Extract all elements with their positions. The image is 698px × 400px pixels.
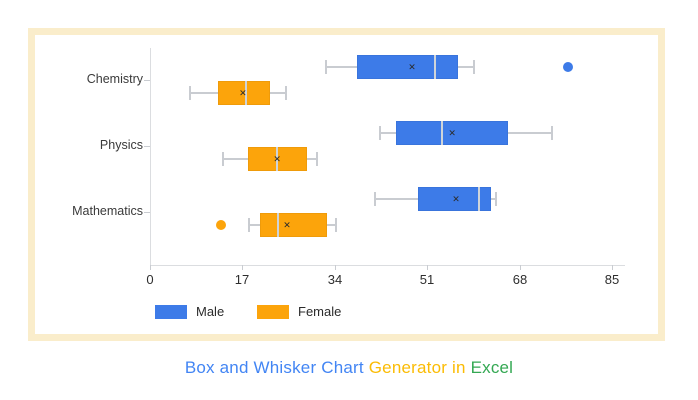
whisker-line-low [248, 224, 260, 226]
whisker-cap-min [221, 152, 224, 166]
median-line [477, 187, 480, 211]
whisker-cap-max [551, 126, 554, 140]
whisker-line-high [458, 66, 474, 68]
mean-marker: ✕ [273, 154, 281, 164]
whisker-cap-max [334, 218, 337, 232]
x-axis-tick [150, 265, 151, 270]
mean-marker: ✕ [452, 194, 460, 204]
caption-segment-orange: Generator in [368, 358, 471, 377]
outlier-point-female[interactable] [216, 220, 227, 230]
y-axis-tick [144, 146, 150, 147]
mean-marker: ✕ [239, 88, 247, 98]
whisker-line-low [379, 132, 397, 134]
page-caption: Box and Whisker Chart Generator in Excel [0, 358, 698, 378]
box-female-chemistry[interactable] [217, 81, 270, 105]
x-axis-tick [335, 265, 336, 270]
whisker-line-low [190, 92, 218, 94]
whisker-cap-min [189, 86, 192, 100]
whisker-cap-max [472, 60, 475, 74]
legend-swatch-female [257, 304, 289, 319]
category-label: Mathematics [72, 204, 143, 218]
whisker-cap-min [247, 218, 250, 232]
caption-segment-green: Excel [470, 358, 514, 377]
whisker-cap-min [378, 126, 381, 140]
x-axis-tick-label: 51 [419, 272, 435, 287]
x-axis-line [150, 265, 625, 266]
category-label: Chemistry [86, 72, 143, 86]
x-axis-tick-label: 85 [604, 272, 620, 287]
legend-label: Female [298, 304, 342, 319]
whisker-line-high [327, 224, 336, 226]
x-axis-tick-label: 17 [234, 272, 250, 287]
whisker-line-low [326, 66, 358, 68]
legend-swatch-male [155, 304, 187, 319]
legend-item-female[interactable]: Female [257, 304, 341, 319]
box-male-physics[interactable] [396, 121, 509, 145]
x-axis-tick [427, 265, 428, 270]
whisker-line-low [375, 198, 418, 200]
outlier-point-male[interactable] [562, 62, 573, 72]
whisker-cap-max [495, 192, 498, 206]
mean-marker: ✕ [448, 128, 456, 138]
x-axis-tick-label: 68 [512, 272, 528, 287]
category-label: Physics [99, 138, 143, 152]
y-axis-tick [144, 80, 150, 81]
y-axis-tick [144, 212, 150, 213]
whisker-line-high [269, 92, 286, 94]
box-female-mathematics[interactable] [259, 213, 328, 237]
x-axis-tick-label: 0 [146, 272, 154, 287]
box-male-chemistry[interactable] [357, 55, 459, 79]
caption-segment-blue: Box and Whisker Chart [184, 358, 369, 377]
y-axis-line [150, 48, 151, 265]
x-axis-tick-label: 34 [327, 272, 343, 287]
whisker-line-high [490, 198, 497, 200]
mean-marker: ✕ [408, 62, 416, 72]
median-line [244, 81, 247, 105]
x-axis-tick [242, 265, 243, 270]
whisker-cap-min [325, 60, 328, 74]
chart-card [28, 28, 665, 341]
median-line [276, 213, 279, 237]
whisker-cap-max [284, 86, 287, 100]
mean-marker: ✕ [283, 220, 291, 230]
x-axis-tick [612, 265, 613, 270]
whisker-line-low [222, 158, 248, 160]
median-line [433, 55, 436, 79]
legend-label: Male [196, 304, 225, 319]
x-axis-tick [520, 265, 521, 270]
whisker-cap-max [315, 152, 318, 166]
legend-item-male[interactable]: Male [155, 304, 224, 319]
median-line [440, 121, 443, 145]
whisker-line-high [307, 158, 317, 160]
whisker-line-high [508, 132, 553, 134]
whisker-cap-min [374, 192, 377, 206]
median-line [276, 147, 279, 171]
